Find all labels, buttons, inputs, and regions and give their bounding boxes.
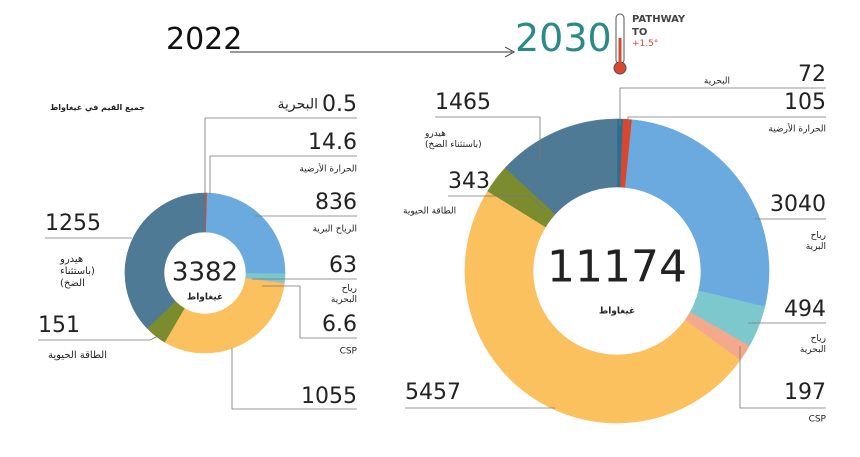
category-label: الحرارة الأرضية — [768, 124, 826, 135]
value-label: 105 — [784, 89, 826, 115]
category-label: رياح البحرية — [799, 334, 826, 355]
units-note: جميع القيم في غيغاواط — [50, 103, 145, 112]
donut-segment — [124, 192, 206, 329]
category-label: الحرارة الأرضية — [299, 164, 357, 175]
category-label: البحرية — [703, 76, 730, 87]
leader-line — [739, 346, 826, 409]
logo-line: PATHWAY — [632, 14, 686, 25]
value-label: 3040 — [770, 191, 826, 217]
category-label: هيدرو (باستثناء الضخ) — [60, 254, 95, 289]
value-label: 1255 — [45, 210, 101, 236]
value-label: 1055 — [301, 383, 357, 409]
value-label: 836 — [315, 189, 357, 215]
total-value: 11174 — [547, 241, 687, 293]
donut-segment — [625, 119, 770, 308]
category-label: رياح البرية — [805, 231, 826, 252]
value-label: 197 — [784, 379, 826, 405]
value-label: 63 — [329, 252, 357, 278]
year-to: 2030 — [515, 16, 612, 60]
category-label: هيدرو (باستثناء الضخ) — [425, 129, 482, 150]
logo-line: TO — [632, 27, 648, 38]
leader-line — [435, 116, 541, 160]
value-label: 5457 — [405, 379, 461, 405]
donut-segment — [505, 118, 618, 215]
logo-line: +1.5° — [632, 39, 659, 49]
value-label: 6.6 — [322, 311, 357, 337]
value-label: 343 — [448, 168, 490, 194]
value-label: 72 — [798, 61, 826, 87]
leader-line — [448, 195, 546, 211]
leader-line — [231, 348, 357, 410]
value-label: 14.6 — [308, 129, 357, 155]
category-label: CSP — [808, 414, 826, 425]
total-unit: غيغاواط — [598, 306, 636, 317]
total-unit: غيغاواط — [186, 292, 224, 303]
donut-segment — [164, 278, 285, 354]
leader-line — [209, 155, 357, 194]
category-label: CSP — [339, 346, 357, 357]
year-from: 2022 — [166, 22, 243, 57]
thermometer-fill — [618, 38, 622, 64]
category-label: الطاقة الحيوية — [48, 350, 108, 361]
category-label: البحرية — [277, 96, 318, 113]
value-label: 151 — [38, 312, 80, 338]
leader-line — [619, 87, 826, 126]
leader-line — [627, 116, 826, 126]
donut-segment — [205, 192, 286, 275]
leader-line — [262, 285, 357, 339]
value-label: 494 — [784, 296, 826, 322]
value-label: 1465 — [435, 89, 491, 115]
value-label: 0.5 — [322, 91, 357, 117]
category-label: الطاقة الحيوية — [403, 206, 457, 217]
arrow-head — [504, 46, 516, 58]
total-value: 3382 — [171, 257, 239, 288]
leader-line — [38, 335, 159, 341]
category-label: رياح البحرية — [330, 284, 357, 305]
leader-line — [204, 117, 357, 194]
category-label: الرياح البرية — [312, 224, 357, 235]
